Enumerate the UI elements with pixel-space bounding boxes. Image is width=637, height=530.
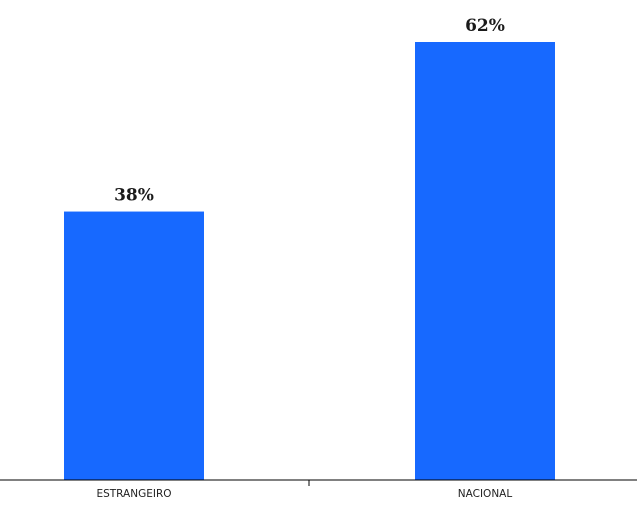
x-tick-labels: ESTRANGEIRO NACIONAL: [96, 488, 512, 500]
data-label-estrangeiro: 38%: [114, 186, 154, 206]
bar-nacional: [415, 42, 555, 480]
x-axis: [0, 479, 637, 486]
data-label-nacional: 62%: [465, 16, 505, 36]
x-tick-label-estrangeiro: ESTRANGEIRO: [96, 488, 171, 500]
bar-estrangeiro: [64, 211, 204, 480]
x-tick-label-nacional: NACIONAL: [458, 488, 513, 500]
data-labels-layer: 38% 62%: [114, 16, 505, 206]
bars-layer: [64, 42, 555, 480]
